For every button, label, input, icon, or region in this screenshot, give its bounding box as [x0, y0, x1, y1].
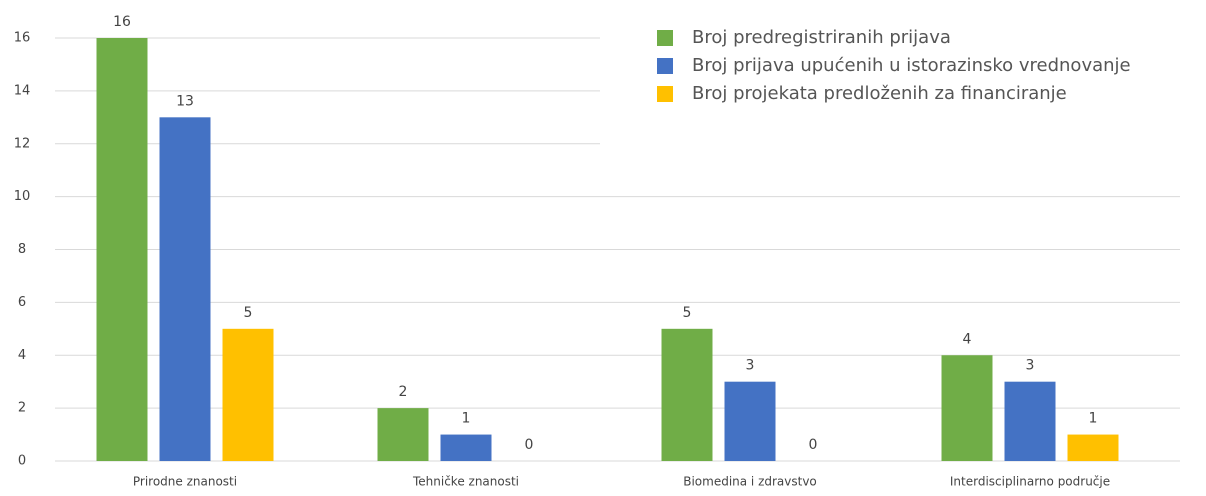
value-label: 1 — [462, 411, 471, 427]
bar — [661, 328, 713, 461]
value-label: 0 — [809, 437, 818, 453]
y-tick-label: 2 — [18, 401, 26, 416]
bar — [440, 434, 492, 461]
y-tick-label: 8 — [18, 242, 26, 257]
bar — [724, 381, 776, 461]
value-label: 3 — [1026, 358, 1035, 374]
value-label: 5 — [244, 305, 253, 321]
bar — [96, 38, 148, 461]
bar — [377, 408, 429, 461]
value-label: 3 — [746, 358, 755, 374]
bar — [222, 328, 274, 461]
x-tick-label: Prirodne znanosti — [133, 475, 237, 489]
y-tick-label: 10 — [14, 189, 31, 204]
x-tick-label: Tehničke znanosti — [412, 475, 519, 489]
bar — [941, 355, 993, 461]
legend-label: Broj predregistriranih prijava — [692, 27, 951, 48]
legend-background — [600, 0, 1206, 165]
value-label: 4 — [963, 331, 972, 347]
value-label: 2 — [399, 384, 408, 400]
y-tick-label: 14 — [14, 83, 31, 98]
y-tick-label: 16 — [14, 31, 31, 46]
bar — [159, 117, 211, 461]
value-label: 0 — [525, 437, 534, 453]
bar — [1004, 381, 1056, 461]
y-tick-label: 0 — [18, 454, 26, 469]
x-tick-label: Biomedina i zdravstvo — [683, 475, 817, 489]
value-label: 13 — [176, 93, 194, 109]
legend-label: Broj prijava upućenih u istorazinsko vre… — [692, 55, 1131, 76]
value-label: 16 — [113, 14, 131, 30]
y-tick-label: 6 — [18, 295, 26, 310]
legend-swatch — [657, 30, 673, 46]
legend-swatch — [657, 58, 673, 74]
value-label: 5 — [683, 305, 692, 321]
y-tick-label: 4 — [18, 348, 26, 363]
legend-swatch — [657, 86, 673, 102]
value-label: 1 — [1089, 411, 1098, 427]
y-tick-label: 12 — [14, 136, 31, 151]
bar — [1067, 434, 1119, 461]
x-tick-label: Interdisciplinarno područje — [950, 475, 1110, 489]
legend-label: Broj projekata predloženih za financiran… — [692, 83, 1067, 104]
